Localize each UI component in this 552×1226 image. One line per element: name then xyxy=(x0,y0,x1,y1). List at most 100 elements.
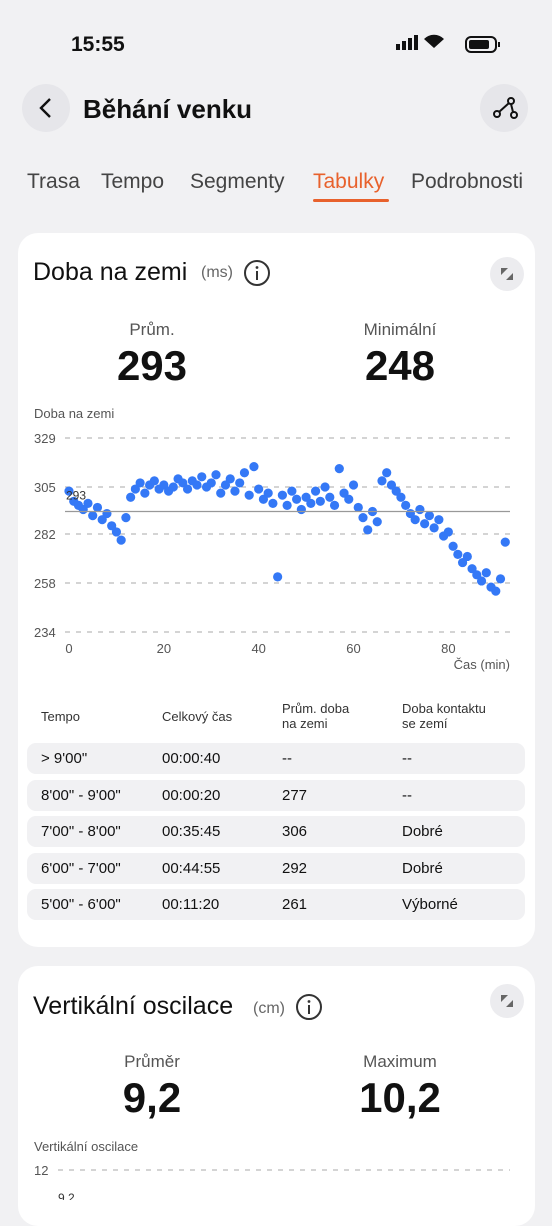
table-cell: 277 xyxy=(282,786,308,804)
x-tick-label: 80 xyxy=(441,641,455,656)
table-header: Prům. doba na zemi xyxy=(282,701,350,731)
table-row xyxy=(27,779,525,811)
table-cell: 8'00" - 9'00" xyxy=(41,786,121,804)
vertical-oscillation-chart: Vertikální oscilace 12 9,2 xyxy=(34,1139,510,1200)
data-point xyxy=(277,490,287,500)
data-point xyxy=(377,476,387,486)
data-point xyxy=(206,478,216,488)
table-header: Celkový čas xyxy=(162,708,233,724)
table-cell: 7'00" - 8'00" xyxy=(41,823,121,841)
time: 15:55 xyxy=(71,33,125,56)
data-point xyxy=(429,523,439,533)
data-point xyxy=(353,502,363,513)
data-point xyxy=(315,496,325,506)
data-point xyxy=(192,480,202,490)
data-point xyxy=(287,486,297,496)
y-axis-label: Doba na zemi xyxy=(34,406,114,421)
data-point xyxy=(230,486,240,496)
table-cell: 00:11:20 xyxy=(162,896,220,914)
data-point xyxy=(424,511,434,521)
card-unit: (ms) xyxy=(201,264,233,281)
table-cell: 306 xyxy=(282,823,308,841)
y-tick-label: 12 xyxy=(34,1163,48,1178)
data-point xyxy=(410,515,420,525)
data-point xyxy=(344,494,354,504)
y-tick-label: 234 xyxy=(34,625,56,640)
tab[interactable]: Tempo xyxy=(101,170,165,193)
data-point xyxy=(273,572,283,582)
table-cell: 6'00" - 7'00" xyxy=(41,859,121,877)
x-tick-label: 20 xyxy=(157,641,171,656)
data-point xyxy=(239,468,250,478)
stat-label: Prům. xyxy=(129,320,175,339)
data-point xyxy=(268,498,278,508)
tab[interactable]: Segmenty xyxy=(190,170,285,193)
data-point xyxy=(111,527,122,537)
data-point xyxy=(462,551,472,562)
table-row xyxy=(27,743,525,774)
tab[interactable]: Trasa xyxy=(27,170,80,193)
table-cell: > 9'00" xyxy=(41,750,88,767)
y-tick-label: 258 xyxy=(34,576,56,591)
info-icon[interactable] xyxy=(243,259,271,287)
info-icon[interactable] xyxy=(295,993,323,1021)
data-point xyxy=(396,492,406,502)
data-point xyxy=(116,535,126,545)
back-button[interactable] xyxy=(22,84,70,132)
table-cell: 00:00:40 xyxy=(162,750,221,767)
stat-value: 10,2 xyxy=(359,1074,441,1121)
data-point xyxy=(495,574,506,584)
table-header: Doba kontaktu se zemí xyxy=(402,701,486,731)
table-row xyxy=(27,889,525,921)
tab-underline xyxy=(313,199,389,202)
data-point xyxy=(263,488,273,498)
x-tick-label: 40 xyxy=(251,641,265,656)
stat-label: Průměr xyxy=(124,1052,180,1071)
x-tick-label: 60 xyxy=(346,641,360,656)
table-header: Tempo xyxy=(41,708,81,724)
data-point xyxy=(325,492,335,502)
table-cell: Dobré xyxy=(402,859,443,877)
card-unit: (cm) xyxy=(253,1000,285,1017)
data-point xyxy=(415,504,425,515)
data-point xyxy=(168,482,178,492)
data-point xyxy=(420,519,430,529)
x-tick-label: 0 xyxy=(65,641,72,656)
table-cell: Dobré xyxy=(402,823,443,841)
stat-label: Maximum xyxy=(363,1052,437,1071)
data-point xyxy=(225,474,235,484)
data-point xyxy=(182,484,193,494)
table-row xyxy=(27,816,525,848)
data-point xyxy=(296,504,306,515)
screen: 15:55 Běhání venku Trasa Tempo Segmenty Tab… xyxy=(18,33,535,1226)
table-cell: -- xyxy=(282,750,292,767)
data-point xyxy=(481,568,491,578)
stat-value: 9,2 xyxy=(122,1074,182,1121)
data-point xyxy=(310,486,321,496)
tab[interactable]: Tabulky xyxy=(313,170,385,193)
route-button[interactable] xyxy=(480,84,528,132)
table-row xyxy=(27,852,525,884)
data-point xyxy=(491,586,501,596)
data-point xyxy=(244,490,254,500)
data-point xyxy=(197,472,207,482)
expand-button[interactable] xyxy=(490,257,524,291)
y-axis-label: Vertikální oscilace xyxy=(34,1139,138,1154)
expand-button[interactable] xyxy=(490,984,524,1018)
data-point xyxy=(92,502,103,513)
data-point xyxy=(235,478,245,488)
data-point xyxy=(83,498,93,508)
table-cell: 5'00" - 6'00" xyxy=(41,896,121,914)
table-cell: -- xyxy=(402,786,412,804)
table-cell: 261 xyxy=(282,896,308,914)
card-title: Vertikální oscilace xyxy=(33,992,234,1020)
tab[interactable]: Podrobnosti xyxy=(411,170,524,193)
data-point xyxy=(434,515,444,525)
data-point xyxy=(358,513,368,523)
data-point xyxy=(121,513,131,523)
data-point xyxy=(348,480,359,490)
table-cell: -- xyxy=(402,750,412,767)
y-tick-label: 329 xyxy=(34,431,56,446)
table-cell: 00:00:20 xyxy=(162,786,221,804)
average-label: 293 xyxy=(66,489,86,503)
